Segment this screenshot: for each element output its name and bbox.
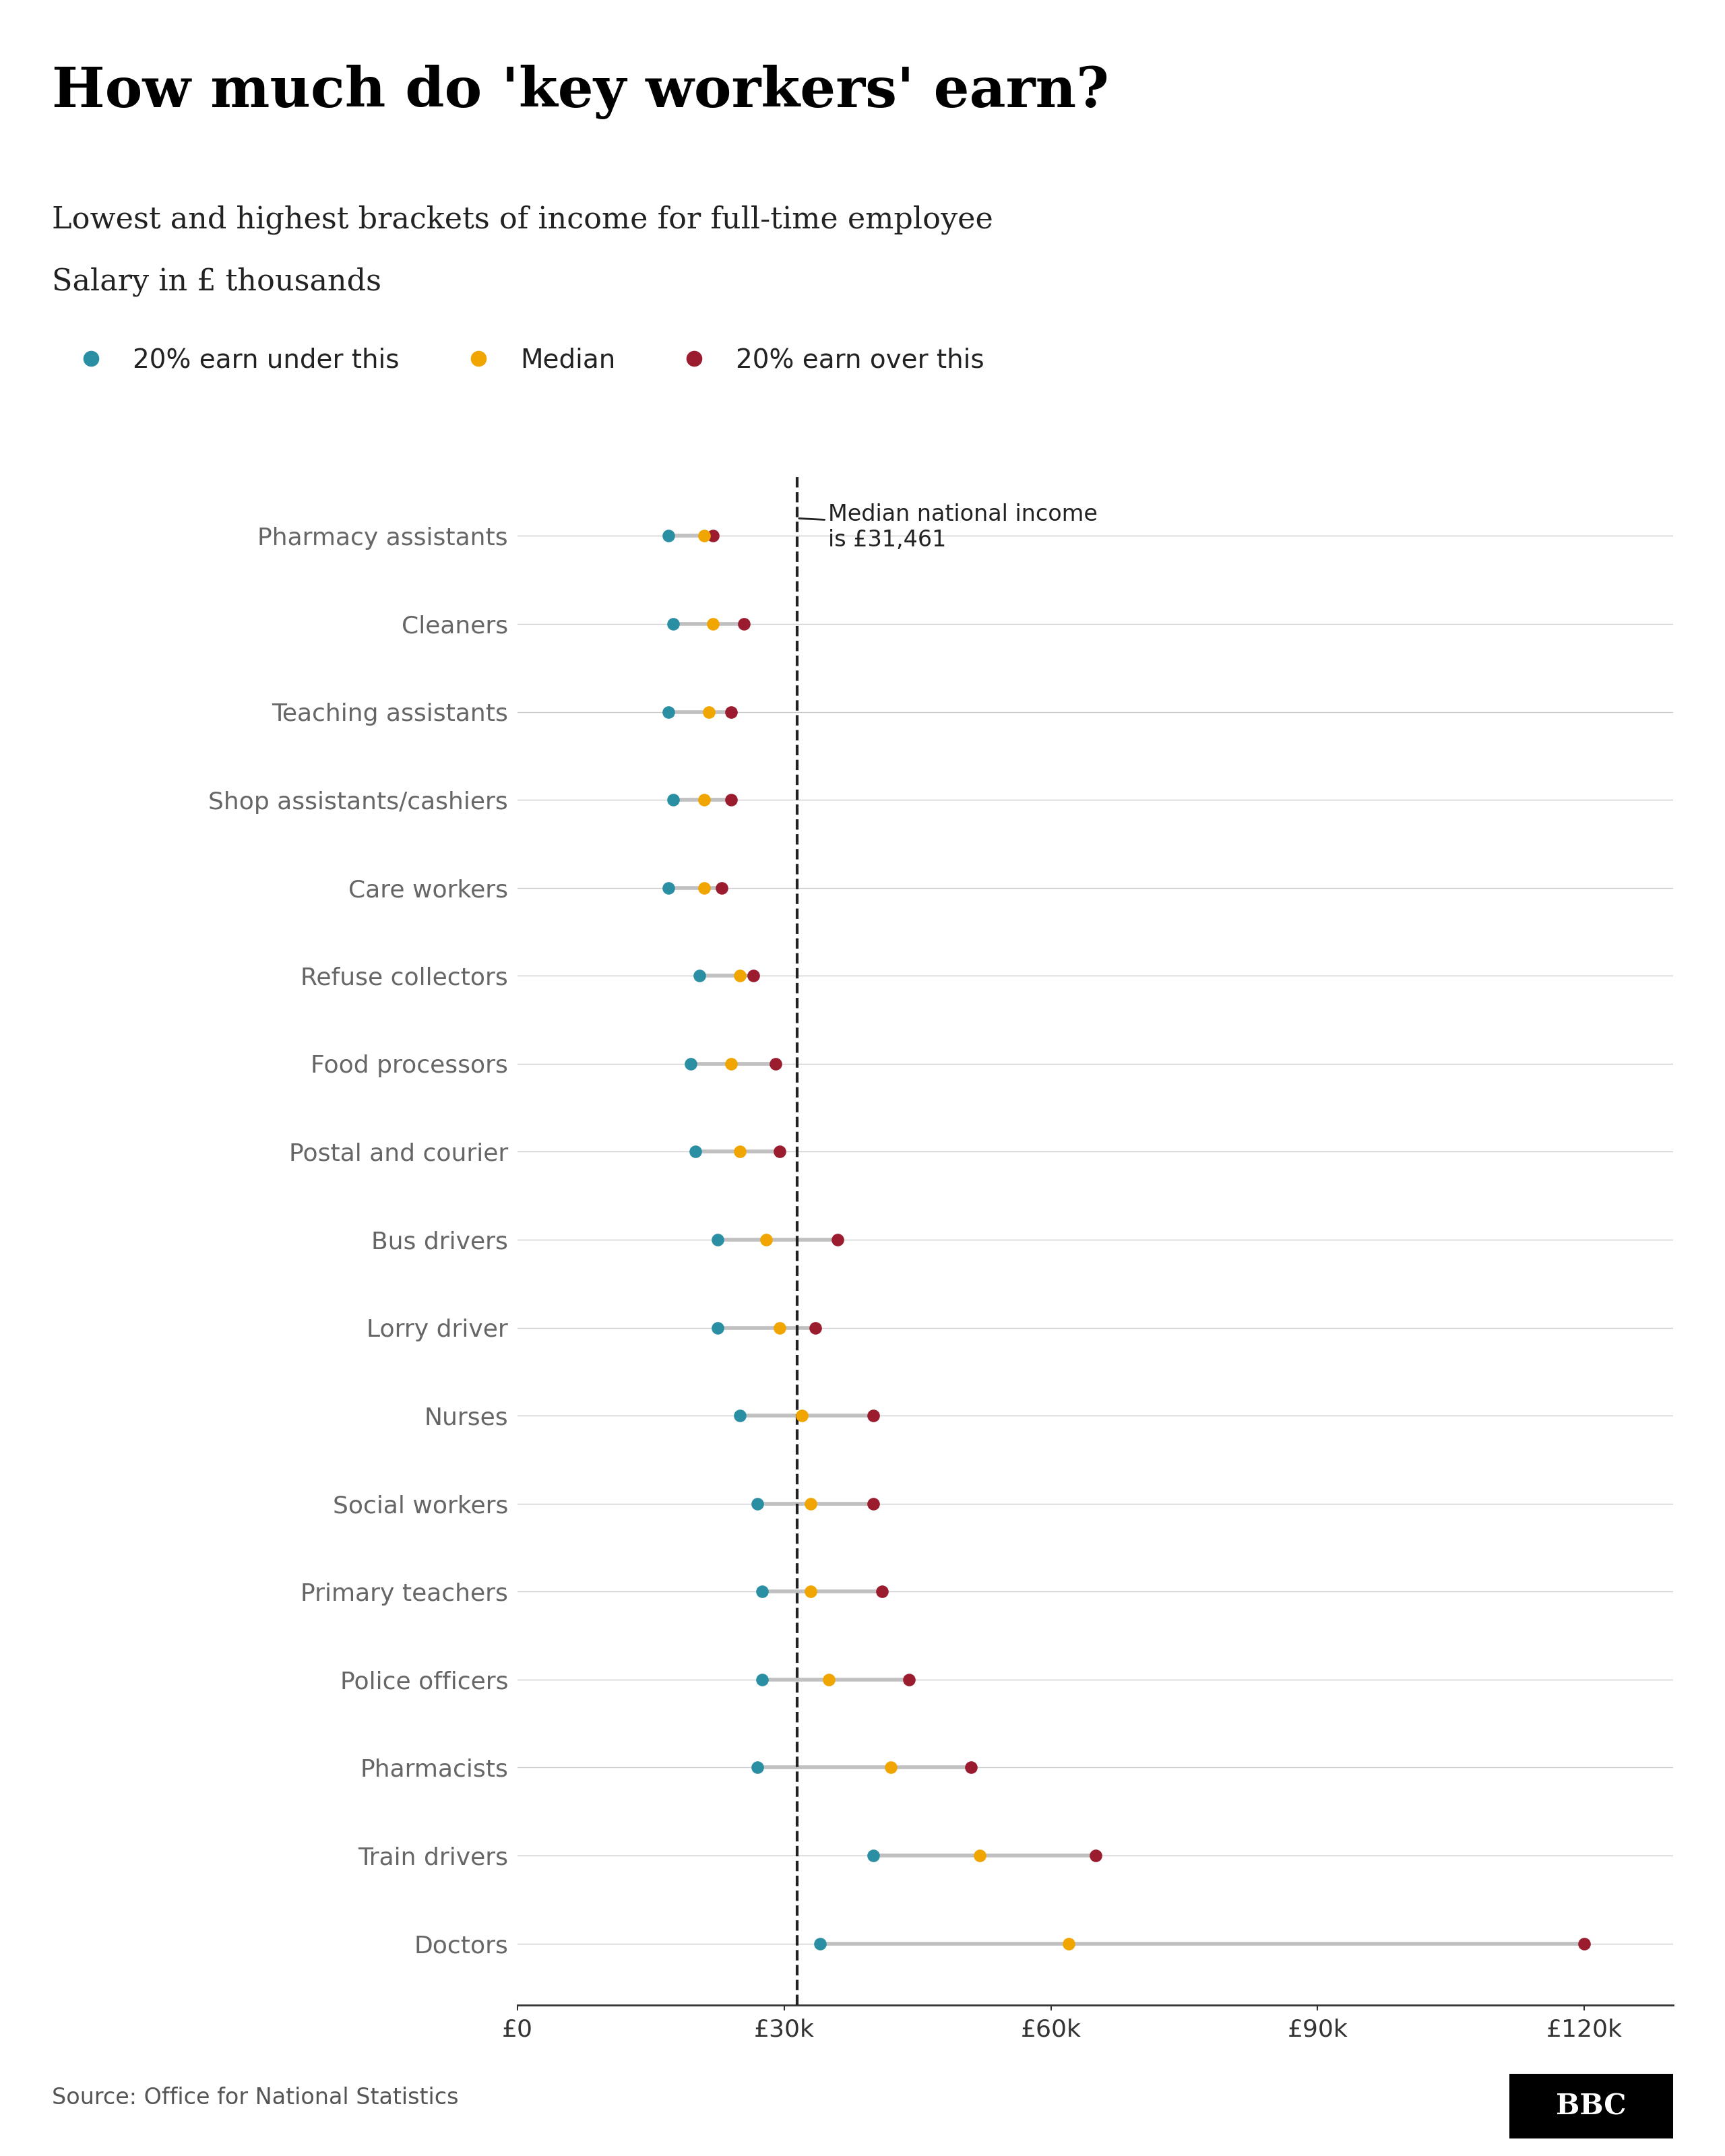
Point — [704, 1222, 731, 1257]
Point — [868, 1574, 895, 1608]
Point — [806, 1925, 833, 1960]
Point — [766, 1134, 794, 1169]
Point — [656, 694, 683, 729]
Point — [797, 1485, 825, 1520]
Point — [690, 520, 718, 554]
Point — [695, 694, 723, 729]
Point — [752, 1222, 780, 1257]
Point — [859, 1839, 887, 1874]
Point — [690, 783, 718, 817]
Text: Lowest and highest brackets of income for full-time employee: Lowest and highest brackets of income fo… — [52, 205, 994, 235]
Point — [966, 1839, 994, 1874]
Point — [718, 1046, 745, 1080]
Point — [825, 1222, 852, 1257]
Point — [740, 959, 768, 994]
Point — [690, 871, 718, 906]
Point — [659, 606, 687, 640]
Point — [749, 1662, 776, 1697]
Point — [761, 1046, 788, 1080]
Point — [656, 871, 683, 906]
Point — [726, 1134, 754, 1169]
Point — [1056, 1925, 1083, 1960]
Point — [876, 1751, 904, 1785]
Point — [1082, 1839, 1109, 1874]
Point — [814, 1662, 842, 1697]
Point — [726, 1399, 754, 1434]
Point — [687, 959, 714, 994]
Text: Source: Office for National Statistics: Source: Office for National Statistics — [52, 2087, 459, 2109]
Legend: 20% earn under this, Median, 20% earn over this: 20% earn under this, Median, 20% earn ov… — [66, 347, 985, 373]
Point — [895, 1662, 923, 1697]
Point — [681, 1134, 709, 1169]
Point — [749, 1574, 776, 1608]
Point — [718, 783, 745, 817]
Point — [718, 694, 745, 729]
Point — [788, 1399, 816, 1434]
Text: How much do 'key workers' earn?: How much do 'key workers' earn? — [52, 65, 1109, 119]
Point — [957, 1751, 985, 1785]
Text: Median national income
is £31,461: Median national income is £31,461 — [799, 502, 1097, 552]
Point — [743, 1485, 771, 1520]
Point — [730, 606, 757, 640]
Point — [802, 1311, 830, 1345]
Point — [726, 959, 754, 994]
Point — [766, 1311, 794, 1345]
Point — [859, 1485, 887, 1520]
Point — [699, 520, 726, 554]
Text: BBC: BBC — [1556, 2091, 1627, 2122]
Point — [1570, 1925, 1597, 1960]
Point — [659, 783, 687, 817]
Point — [709, 871, 737, 906]
Text: Salary in £ thousands: Salary in £ thousands — [52, 267, 381, 298]
Point — [699, 606, 726, 640]
Point — [797, 1574, 825, 1608]
Point — [704, 1311, 731, 1345]
Point — [859, 1399, 887, 1434]
Point — [656, 520, 683, 554]
Point — [743, 1751, 771, 1785]
Point — [676, 1046, 706, 1080]
